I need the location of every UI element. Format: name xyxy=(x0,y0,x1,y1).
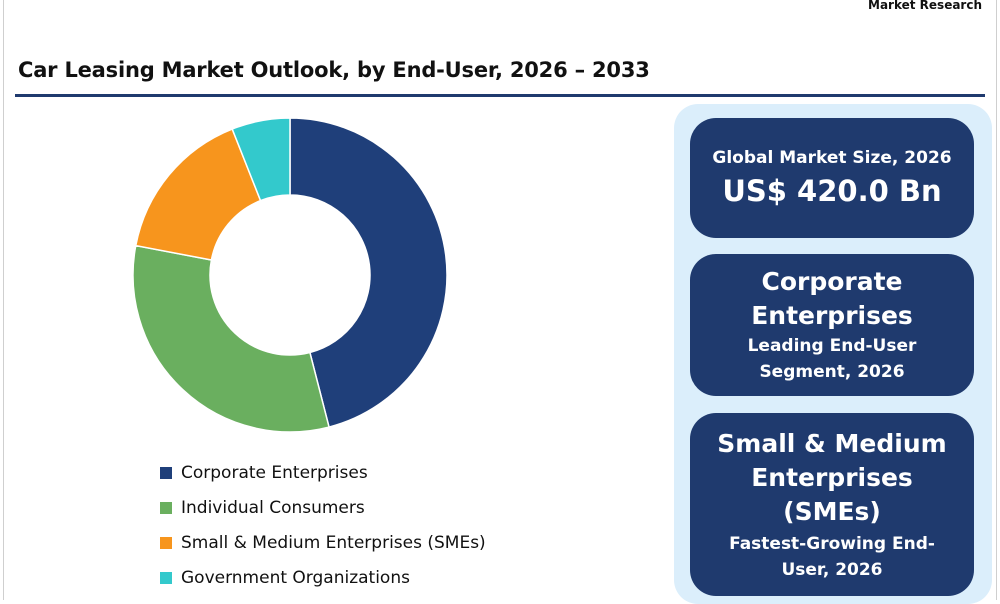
title-divider xyxy=(15,94,985,97)
chart-legend: Corporate Enterprises Individual Consumer… xyxy=(160,455,486,595)
donut-chart xyxy=(132,117,448,433)
legend-swatch xyxy=(160,536,172,549)
market-size-label: Global Market Size, 2026 xyxy=(712,148,952,168)
legend-label: Individual Consumers xyxy=(181,497,365,518)
legend-label: Small & Medium Enterprises (SMEs) xyxy=(181,532,486,553)
legend-label: Corporate Enterprises xyxy=(181,462,368,483)
leading-segment-card: Corporate Enterprises Leading End-User S… xyxy=(690,254,974,396)
fastest-segment-caption-2: User, 2026 xyxy=(781,559,883,580)
fastest-segment-caption-1: Fastest-Growing End- xyxy=(729,533,935,554)
leading-segment-name-1: Corporate xyxy=(761,267,903,296)
leading-segment-caption-2: Segment, 2026 xyxy=(759,362,905,382)
legend-swatch xyxy=(160,466,172,479)
market-size-value: US$ 420.0 Bn xyxy=(722,174,942,208)
fastest-segment-name-2: Enterprises (SMEs) xyxy=(751,462,913,526)
legend-item: Corporate Enterprises xyxy=(160,455,486,490)
legend-item: Small & Medium Enterprises (SMEs) xyxy=(160,525,486,560)
donut-slice-corporate-enterprises xyxy=(289,117,448,428)
fastest-growing-card: Small & Medium Enterprises (SMEs) Fastes… xyxy=(690,413,974,596)
page-frame xyxy=(3,0,997,600)
market-size-card: Global Market Size, 2026 US$ 420.0 Bn xyxy=(690,118,974,238)
chart-title: Car Leasing Market Outlook, by End-User,… xyxy=(18,58,650,82)
leading-segment-name-2: Enterprises xyxy=(751,301,913,330)
legend-label: Government Organizations xyxy=(181,567,410,588)
fastest-segment-name-1: Small & Medium xyxy=(717,428,947,458)
donut-slice-government-organizations xyxy=(231,117,291,202)
leading-segment-caption-1: Leading End-User xyxy=(747,336,917,356)
legend-item: Individual Consumers xyxy=(160,490,486,525)
legend-swatch xyxy=(160,571,172,584)
donut-slice-individual-consumers xyxy=(132,244,330,433)
legend-swatch xyxy=(160,501,172,514)
brand-label: Market Research xyxy=(868,0,982,12)
donut-slice-small-medium-enterprises-smes xyxy=(134,128,262,261)
legend-item: Government Organizations xyxy=(160,560,486,595)
